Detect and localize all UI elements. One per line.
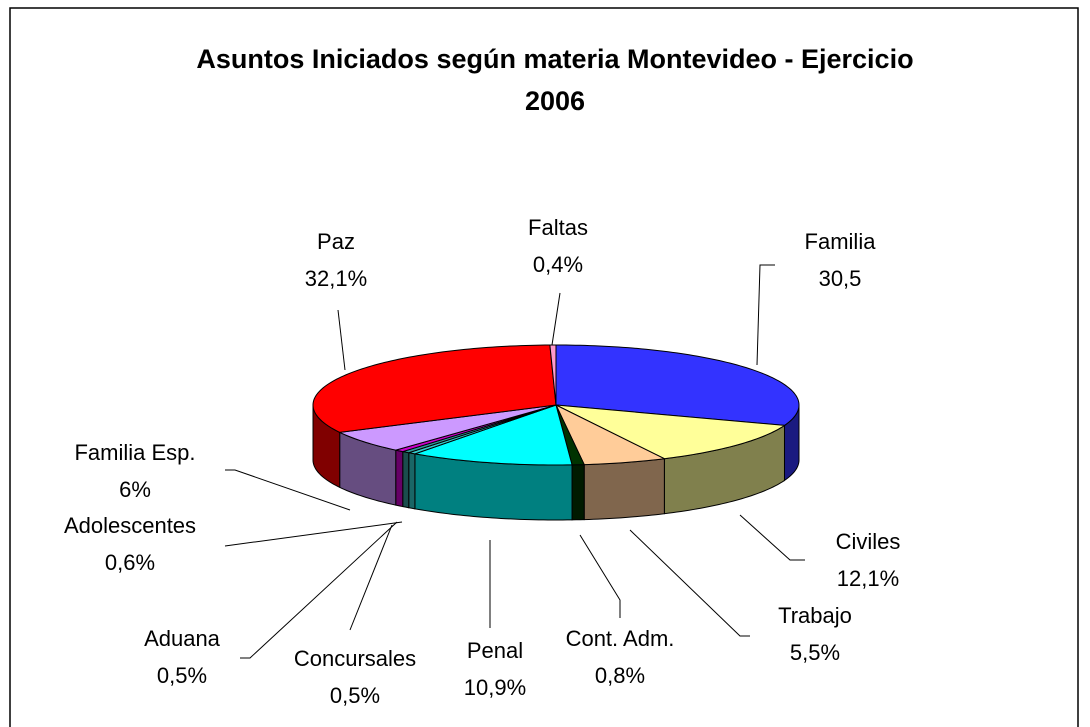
leader-line (224, 521, 403, 547)
data-label-value: 10,9% (464, 675, 526, 700)
data-label-name: Familia Esp. (74, 440, 195, 465)
data-label-name: Familia (805, 229, 877, 254)
leader-line (739, 514, 805, 561)
slice (555, 344, 800, 426)
data-label-name: Aduana (144, 626, 221, 651)
leader-line (756, 264, 775, 366)
data-label-value: 6% (119, 477, 151, 502)
leader-line (349, 524, 393, 631)
data-label-name: Trabajo (778, 603, 852, 628)
leader-line (240, 521, 398, 659)
slice (312, 344, 557, 433)
data-label-value: 32,1% (305, 266, 367, 291)
data-label-name: Faltas (528, 215, 588, 240)
data-label-name: Cont. Adm. (566, 626, 675, 651)
slice-side (408, 452, 416, 510)
slice-side (402, 450, 410, 509)
leader-line (225, 469, 351, 511)
data-label-name: Civiles (836, 529, 901, 554)
data-label-value: 5,5% (790, 640, 840, 665)
data-label-name: Paz (317, 229, 355, 254)
leader-line (337, 309, 346, 371)
leader-line (629, 529, 750, 637)
slice (555, 404, 786, 460)
slice (554, 403, 667, 466)
slice-side (583, 458, 665, 521)
slice (549, 344, 557, 406)
data-label-name: Penal (467, 638, 523, 663)
leader-line (579, 534, 621, 618)
data-label-value: 0,5% (157, 663, 207, 688)
data-label-value: 0,8% (595, 663, 645, 688)
data-label-value: 0,5% (330, 683, 380, 708)
data-label-value: 30,5 (819, 266, 862, 291)
data-label-name: Concursales (294, 646, 416, 671)
chart-title: Asuntos Iniciados según materia Montevid… (196, 44, 914, 116)
slice-side (571, 464, 585, 521)
data-label-value: 12,1% (837, 566, 899, 591)
data-label-value: 0,6% (105, 550, 155, 575)
slice (337, 404, 557, 451)
slice (414, 404, 573, 466)
slice-side (395, 449, 404, 508)
data-label-value: 0,4% (533, 252, 583, 277)
leader-line (551, 292, 561, 346)
data-label-name: Adolescentes (64, 513, 196, 538)
